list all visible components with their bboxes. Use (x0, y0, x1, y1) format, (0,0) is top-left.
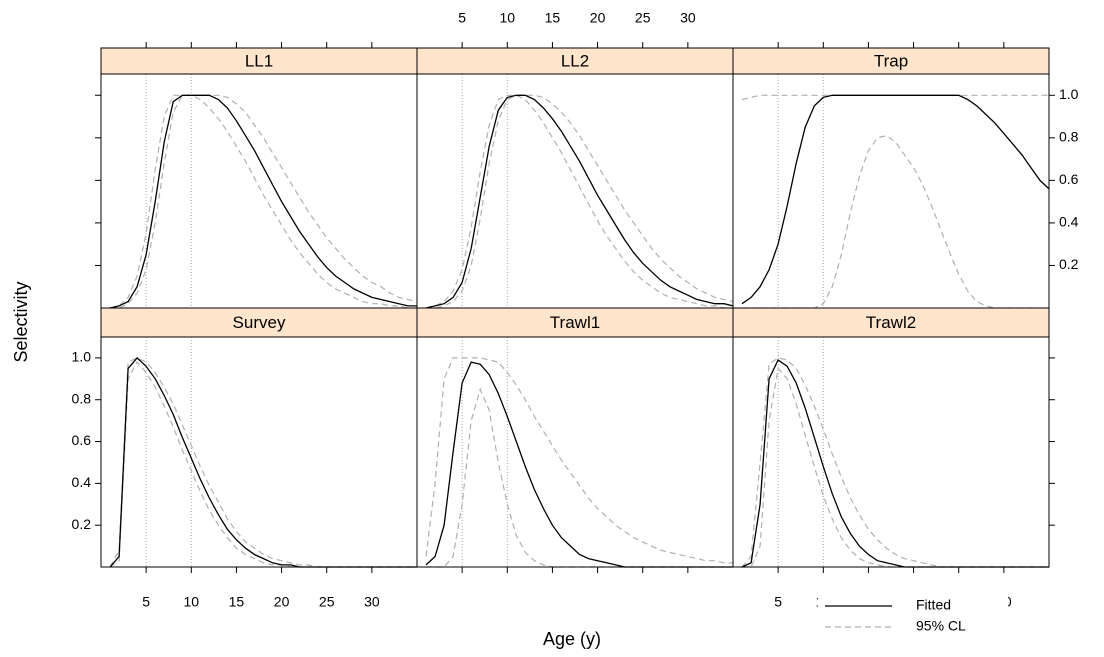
fitted-line (741, 359, 1049, 568)
x-tick-label: 30 (364, 594, 380, 610)
x-tick-label: 5 (774, 594, 782, 610)
strip (732, 307, 1050, 338)
y-axis-title: Selectivity (11, 281, 31, 362)
y-tick-label: 0.8 (1059, 129, 1079, 145)
ci-line (110, 94, 417, 309)
strip (416, 307, 734, 338)
y-tick-label: 0.4 (72, 474, 92, 490)
x-tick-label: 10 (499, 10, 515, 26)
y-tick-label: 0.6 (72, 432, 92, 448)
x-tick-label: 20 (274, 594, 290, 610)
ci-line (426, 94, 733, 309)
fitted-line (425, 94, 734, 309)
fitted-line (109, 94, 417, 309)
y-tick-label: 0.2 (72, 516, 92, 532)
x-tick-label: 5 (458, 10, 466, 26)
legend-box (818, 592, 1008, 638)
panel-border (732, 336, 1050, 568)
y-tick-label: 1.0 (1059, 86, 1079, 102)
x-tick-label: 5 (142, 594, 150, 610)
panel-border (416, 336, 734, 568)
ci-line (741, 357, 1049, 568)
ci-line (742, 367, 1049, 568)
y-tick-label: 1.0 (72, 349, 92, 365)
strip-text: Trap (874, 51, 908, 70)
x-tick-label: 25 (319, 594, 335, 610)
x-tick-label: 15 (229, 594, 245, 610)
fitted-line (425, 361, 733, 568)
x-tick-label: 30 (680, 10, 696, 26)
y-tick-label: 0.8 (72, 390, 92, 406)
ci-line (109, 361, 417, 568)
y-tick-label: 0.2 (1059, 256, 1079, 272)
x-tick-label: 15 (545, 10, 561, 26)
strip (100, 47, 418, 75)
ci-line (425, 94, 734, 309)
panel-border (100, 73, 418, 309)
panel-border (732, 73, 1050, 309)
ci-line (109, 94, 418, 309)
x-tick-label: 20 (590, 10, 606, 26)
strip-text: LL2 (561, 51, 589, 70)
ci-line (742, 135, 1049, 309)
fitted-line (741, 94, 1050, 305)
legend-label: 95% CL (916, 618, 966, 634)
strip (100, 307, 418, 338)
x-axis-title: Age (y) (543, 629, 601, 649)
ci-line (425, 357, 733, 564)
x-tick-label: 10 (183, 594, 199, 610)
y-tick-label: 0.4 (1059, 214, 1079, 230)
legend-label: Fitted (916, 597, 951, 613)
strip-text: Survey (233, 313, 286, 332)
y-tick-label: 0.6 (1059, 171, 1079, 187)
ci-line (426, 387, 733, 568)
strip-text: LL1 (245, 51, 273, 70)
strip-text: Trawl1 (550, 313, 600, 332)
x-tick-label: 25 (635, 10, 651, 26)
panel-border (100, 336, 418, 568)
strip (732, 47, 1050, 75)
strip-text: Trawl2 (866, 313, 916, 332)
